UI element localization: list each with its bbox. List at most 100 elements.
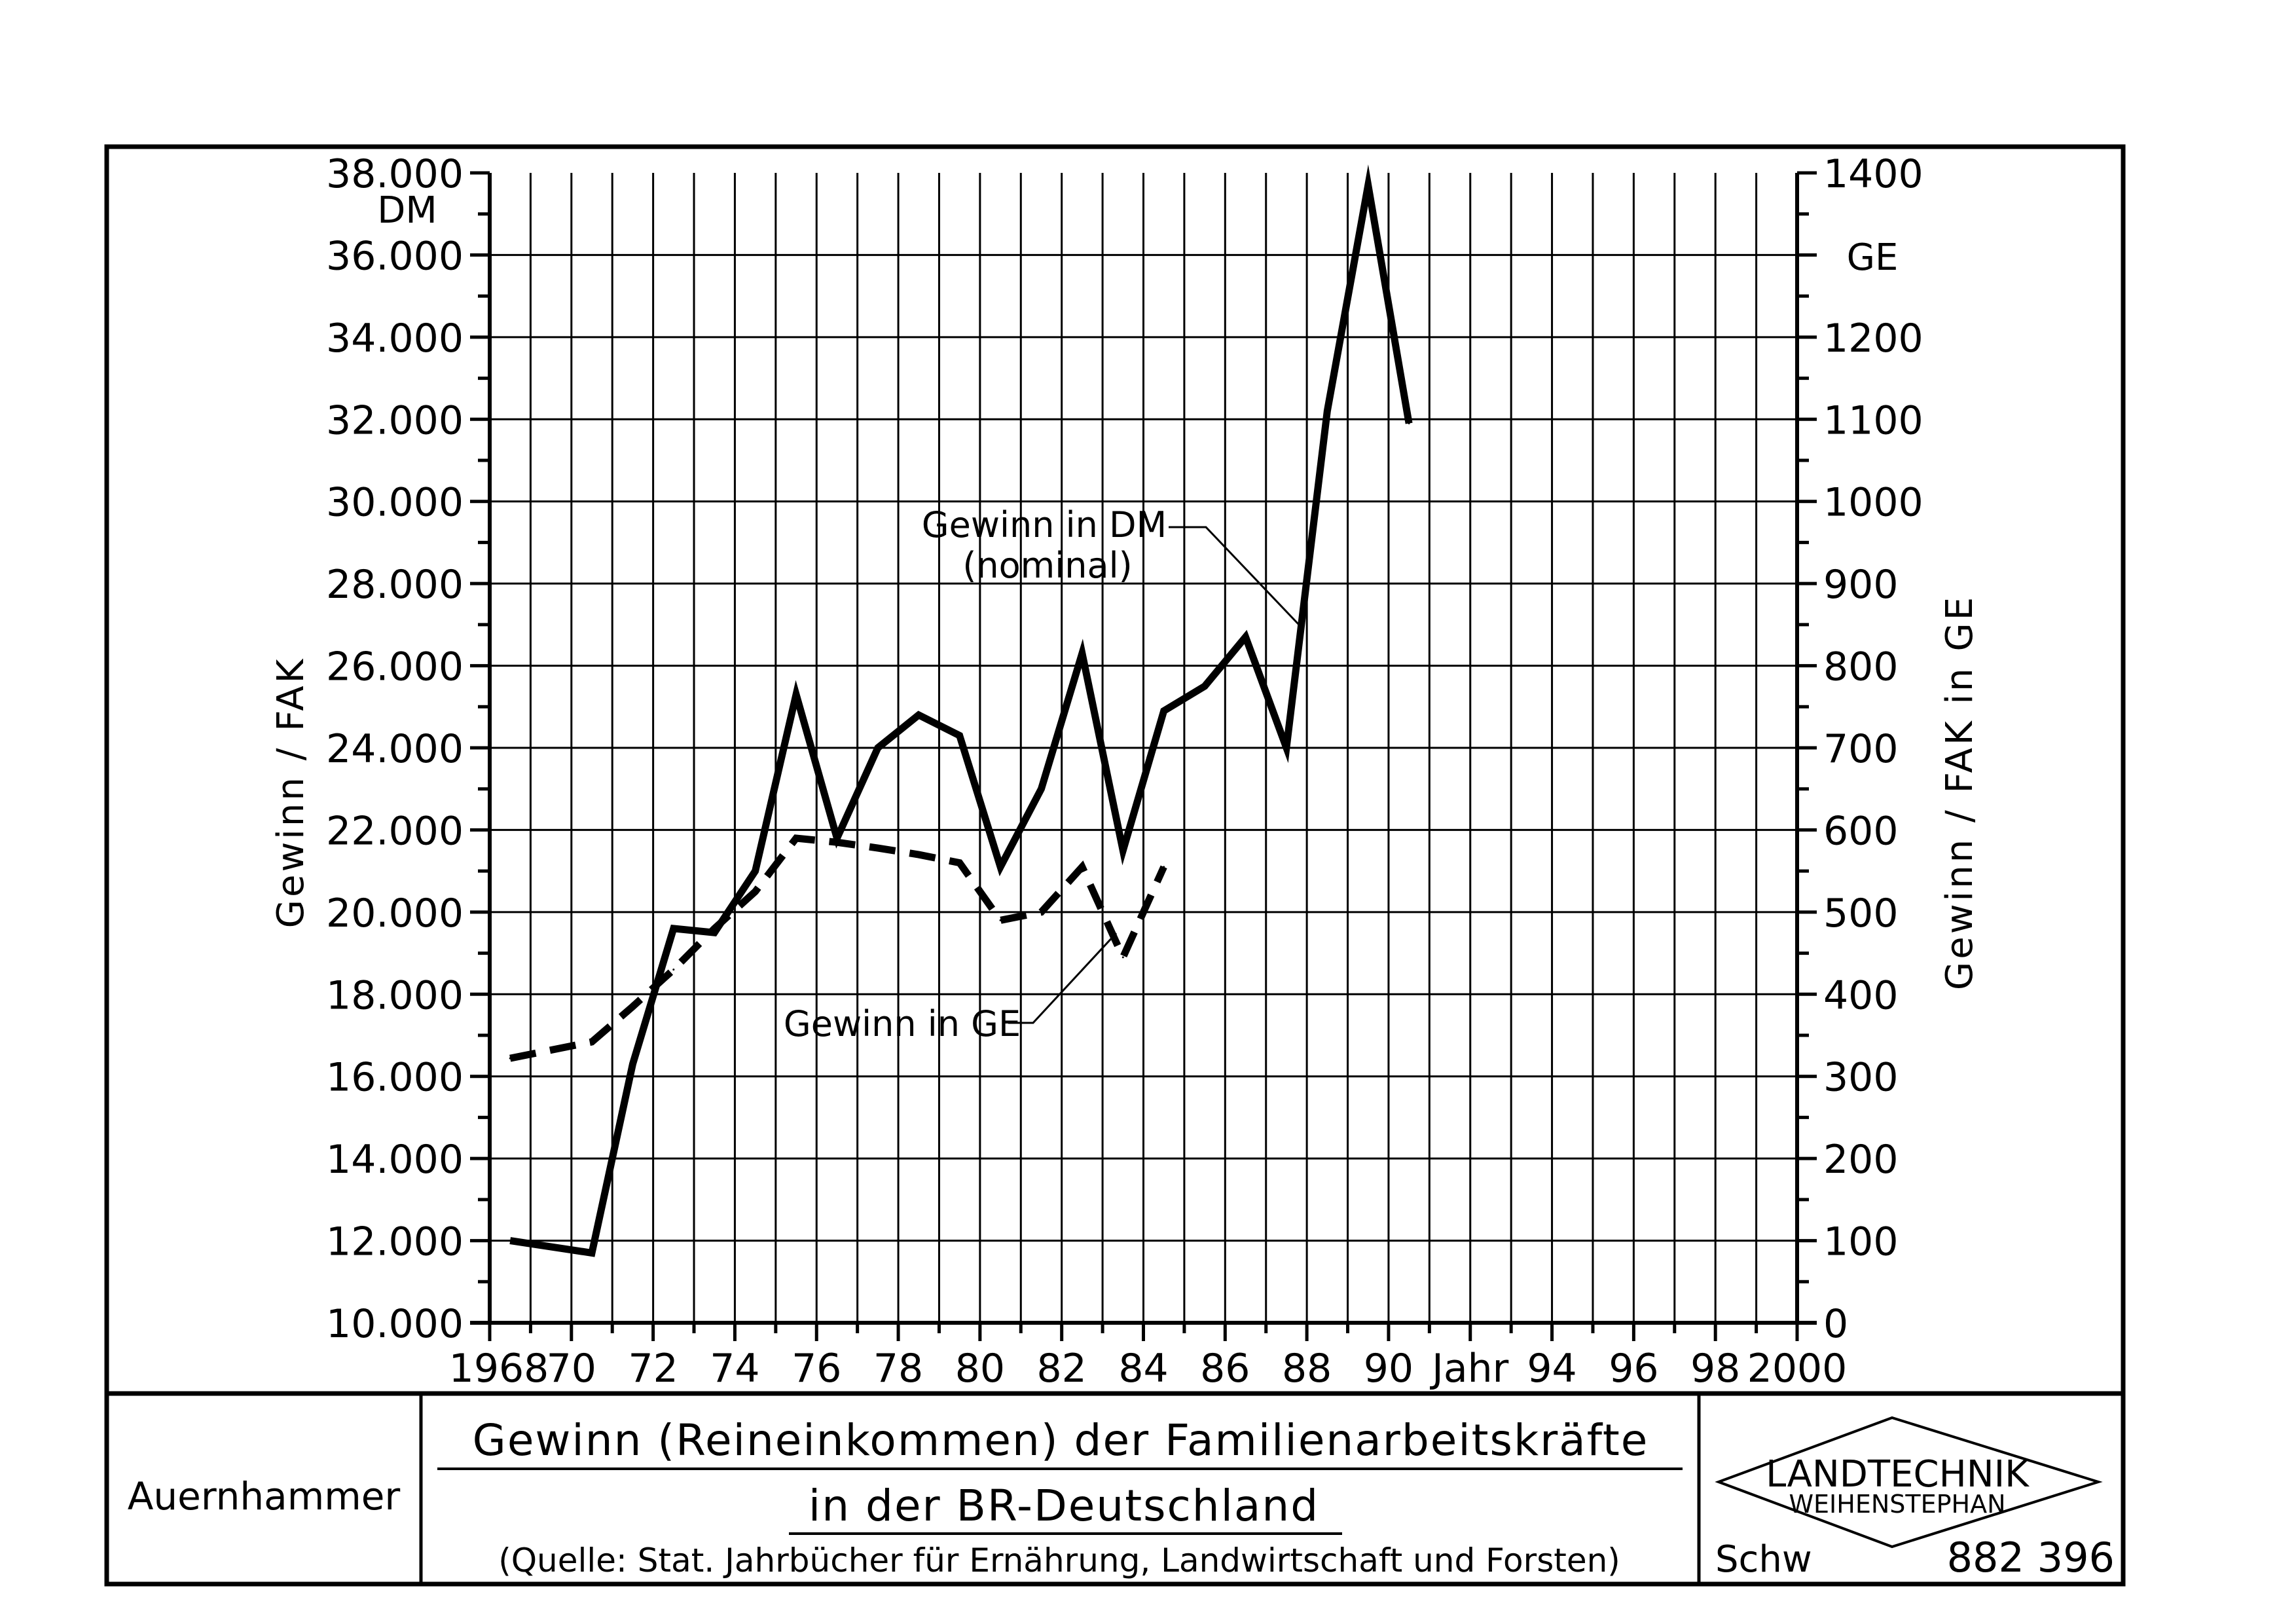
- data-point-ge: [1040, 911, 1042, 913]
- axes: 10.000 12.000 14.000 16.000 18.000 20.000 22.0…: [326, 151, 1923, 1392]
- chart-subtitle: in der BR-Deutschland: [809, 1481, 1319, 1531]
- y-tick-label-left: 30.000: [326, 480, 464, 526]
- data-point-ge: [713, 927, 716, 930]
- data-point-dm: [1326, 410, 1328, 413]
- series-line-gewinn-dm: [509, 164, 1413, 1257]
- data-point-dm: [1121, 849, 1124, 852]
- y-tick-label-right: 200: [1823, 1137, 1899, 1183]
- x-tick-label: 98: [1690, 1346, 1740, 1392]
- data-point-ge: [795, 837, 797, 840]
- chart-title: Gewinn (Reineinkommen) der Familienarbei…: [473, 1415, 1649, 1466]
- y-tick-label-right: 0: [1823, 1301, 1848, 1347]
- grid: [490, 173, 1797, 1323]
- logo-text-line1: LANDTECHNIK: [1766, 1453, 2030, 1496]
- data-point-dm: [1203, 685, 1206, 688]
- y-tick-label-left: 22.000: [326, 808, 464, 854]
- y-tick-label-left: 34.000: [326, 316, 464, 361]
- drawing-initials: Schw: [1715, 1538, 1812, 1581]
- y-tick-label-right: 1100: [1823, 397, 1923, 443]
- y-tick-label-left: 20.000: [326, 891, 464, 936]
- data-point-dm: [958, 734, 961, 737]
- y-axis-title: Gewinn / FAK: [270, 657, 312, 929]
- data-point-dm: [795, 693, 797, 695]
- y-tick-label-left: 38.000: [326, 151, 464, 197]
- logo-diamond: [1715, 1416, 2103, 1549]
- data-point-dm: [1285, 747, 1288, 749]
- y-tick-label-right: 1400: [1823, 151, 1923, 197]
- data-point-dm: [1163, 710, 1165, 712]
- y-axis-right-title: Gewinn / FAK in GE: [1939, 595, 1981, 990]
- y-tick-label-right: 400: [1823, 972, 1899, 1018]
- series-layer: [509, 164, 1413, 1257]
- series-label-dm: Gewinn in DM: [922, 504, 1167, 545]
- x-tick-label: 72: [628, 1346, 678, 1392]
- y-tick-label-right: 1000: [1823, 480, 1923, 526]
- leader-line-dm: [1169, 526, 1301, 627]
- data-point-dm: [672, 927, 675, 930]
- x-tick-label: 78: [873, 1346, 923, 1392]
- x-tick-label: 80: [955, 1346, 1005, 1392]
- labels: DM GE Gewinn / FAK Gewinn / FAK in GE Ge…: [270, 189, 1981, 1044]
- y-tick-label-left: 18.000: [326, 972, 464, 1018]
- series-line-gewinn-ge: [509, 834, 1167, 1062]
- x-tick-label: 84: [1118, 1346, 1168, 1392]
- y-tick-label-right: 600: [1823, 808, 1899, 854]
- drawing-number: 882 396: [1947, 1534, 2115, 1581]
- data-point-ge: [1121, 956, 1124, 959]
- y-tick-label-left: 36.000: [326, 233, 464, 279]
- x-tick-label: 2000: [1747, 1346, 1848, 1392]
- y-tick-label-right: 700: [1823, 726, 1899, 772]
- y-tick-label-right: 500: [1823, 891, 1899, 936]
- data-point-dm: [917, 714, 920, 716]
- data-point-dm: [1245, 636, 1247, 638]
- y-tick-label-left: 14.000: [326, 1137, 464, 1183]
- x-tick-label: 88: [1282, 1346, 1332, 1392]
- data-point-ge: [591, 1041, 593, 1043]
- logo-text-line2: WEIHENSTEPHAN: [1789, 1490, 2005, 1519]
- y-unit-right-label: GE: [1847, 236, 1899, 279]
- x-tick-label: 1968: [449, 1346, 549, 1392]
- outer-frame: [104, 144, 2126, 1587]
- y-tick-label-left: 10.000: [326, 1301, 464, 1347]
- y-tick-label-right: 900: [1823, 562, 1899, 608]
- x-tick-label: Jahr: [1429, 1346, 1508, 1392]
- data-point-dm: [591, 1251, 593, 1254]
- y-tick-label-right: 100: [1823, 1219, 1899, 1265]
- data-point-ge: [1163, 866, 1165, 868]
- data-point-ge: [835, 841, 838, 843]
- author-name: Auernhammer: [128, 1474, 401, 1519]
- data-point-ge: [877, 847, 879, 849]
- x-tick-label: 74: [710, 1346, 759, 1392]
- y-unit-label: DM: [377, 189, 437, 232]
- data-point-dm: [1408, 422, 1410, 425]
- x-tick-label: 82: [1037, 1346, 1087, 1392]
- y-tick-label-right: 300: [1823, 1055, 1899, 1101]
- x-tick-label: 76: [792, 1346, 841, 1392]
- x-tick-label: 90: [1364, 1346, 1413, 1392]
- data-point-dm: [1081, 652, 1084, 655]
- x-tick-label: 94: [1527, 1346, 1576, 1392]
- x-tick-label: 70: [547, 1346, 596, 1392]
- data-point-dm: [999, 866, 1002, 868]
- y-tick-label-left: 32.000: [326, 397, 464, 443]
- data-point-ge: [1081, 866, 1084, 868]
- data-point-ge: [754, 891, 757, 893]
- data-point-dm: [1040, 788, 1042, 790]
- leader-line-ge: [1008, 932, 1118, 1024]
- data-point-dm: [877, 747, 879, 749]
- x-tick-label: 96: [1609, 1346, 1658, 1392]
- series-label-ge: Gewinn in GE: [784, 1003, 1021, 1044]
- data-point-dm: [509, 1240, 511, 1242]
- chart-source: (Quelle: Stat. Jahrbücher für Ernährung,…: [498, 1541, 1620, 1579]
- data-point-dm: [631, 1063, 634, 1065]
- y-tick-label-right: 800: [1823, 644, 1899, 690]
- x-tick-label: 86: [1200, 1346, 1250, 1392]
- y-tick-label-right: 1200: [1823, 316, 1923, 361]
- data-point-ge: [672, 969, 675, 971]
- data-point-ge: [509, 1057, 511, 1060]
- y-tick-label-left: 16.000: [326, 1055, 464, 1101]
- data-point-ge: [958, 862, 961, 864]
- y-tick-label-left: 28.000: [326, 562, 464, 608]
- series-label-dm-line2: (nominal): [962, 545, 1132, 586]
